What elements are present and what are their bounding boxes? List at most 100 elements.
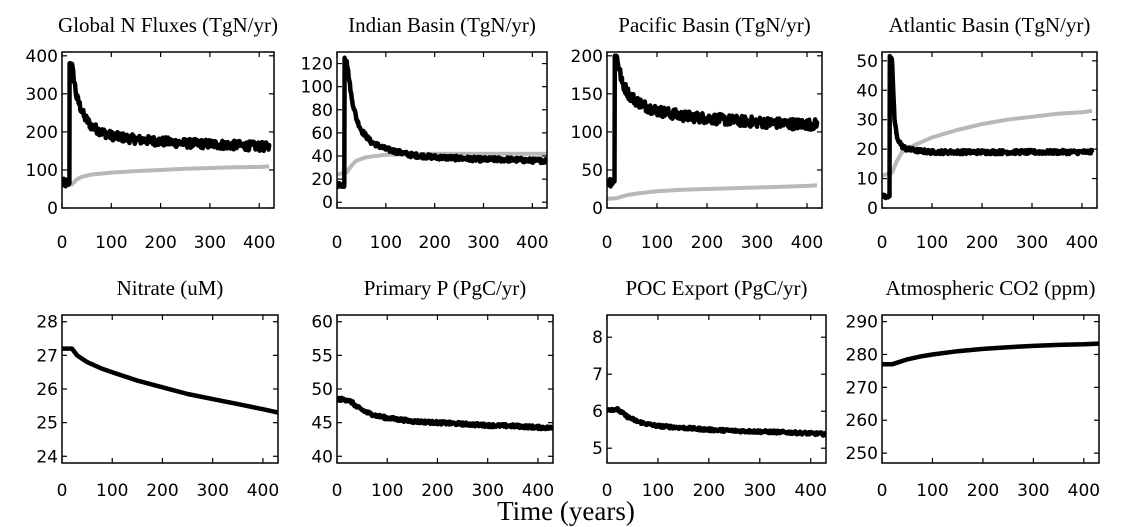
y-tick-label: 20 (856, 140, 878, 160)
plot-frame (336, 314, 554, 464)
x-tick-label: 0 (602, 233, 613, 253)
panel-7: POC Export (PgC/yr) 0 100 200 300 400 5 6 7 8 (592, 276, 827, 501)
panel-title: Pacific Basin (TgN/yr) (618, 13, 810, 37)
x-tick-label: 400 (1068, 481, 1100, 501)
plot-frame (336, 51, 548, 209)
y-tick-label: 6 (592, 402, 603, 422)
x-tick-label: 400 (791, 233, 823, 253)
x-tick-label: 100 (370, 233, 402, 253)
panel-title: Nitrate (uM) (117, 276, 224, 300)
y-tick-label: 250 (846, 444, 878, 464)
panel-3: Pacific Basin (TgN/yr) 0 100 200 300 400 0 50 10… (571, 13, 824, 253)
panel-5: Nitrate (uM) 0 100 200 300 400 24 25 26 27 28 (36, 276, 279, 501)
x-tick-label: 200 (146, 481, 178, 501)
x-tick-label: 200 (144, 233, 176, 253)
y-tick-label: 24 (36, 447, 58, 467)
x-tick-label: 300 (467, 233, 499, 253)
y-tick-label: 26 (36, 380, 58, 400)
y-tick-label: 0 (322, 193, 333, 213)
y-tick-label: 60 (311, 124, 333, 144)
x-tick-label: 0 (332, 481, 343, 501)
panel-title: Indian Basin (TgN/yr) (348, 13, 536, 37)
x-tick-label: 300 (194, 233, 226, 253)
y-tick-label: 25 (36, 414, 58, 434)
series-line-grey (882, 108, 1093, 178)
x-tick-label: 400 (522, 481, 554, 501)
series-line-black (607, 405, 826, 438)
panel-title: Primary P (PgC/yr) (364, 276, 527, 300)
y-tick-label: 45 (311, 414, 333, 434)
panel-6: Primary P (PgC/yr) 0 100 200 300 400 40 45 50 55 6… (311, 276, 554, 501)
x-tick-label: 300 (744, 481, 776, 501)
panel-2: Indian Basin (TgN/yr) 0 100 200 300 400 0 20 40 6… (301, 13, 549, 253)
y-tick-label: 50 (311, 380, 333, 400)
panel-4: Atlantic Basin (TgN/yr) 0 100 200 300 400 0 10 2… (856, 13, 1098, 253)
y-tick-label: 100 (301, 78, 333, 98)
y-tick-label: 50 (581, 161, 603, 181)
plot-frame (606, 51, 823, 209)
y-tick-label: 300 (26, 85, 58, 105)
x-tick-label: 200 (693, 481, 725, 501)
series-line-black (337, 395, 553, 432)
panel-1: Global N Fluxes (TgN/yr) 0 100 200 300 400 0 10… (26, 13, 278, 253)
plot-frame (606, 314, 827, 464)
y-tick-label: 200 (26, 123, 58, 143)
y-tick-label: 55 (311, 346, 333, 366)
y-tick-label: 7 (592, 365, 603, 385)
y-tick-label: 200 (571, 47, 603, 67)
y-tick-label: 400 (26, 47, 58, 67)
series-line-grey (607, 183, 818, 201)
plot-frame (881, 51, 1098, 209)
series-line-black (882, 341, 1099, 367)
y-tick-label: 100 (571, 123, 603, 143)
plot-frame (61, 51, 275, 209)
y-tick-label: 80 (311, 101, 333, 121)
x-tick-label: 300 (196, 481, 228, 501)
x-tick-label: 0 (57, 233, 68, 253)
panel-title: Atmospheric CO2 (ppm) (886, 276, 1096, 300)
y-tick-label: 60 (311, 313, 333, 333)
series-line-black (337, 55, 547, 190)
x-tick-label: 200 (421, 481, 453, 501)
x-tick-label: 200 (967, 481, 999, 501)
x-tick-label: 200 (966, 233, 998, 253)
y-tick-label: 270 (846, 378, 878, 398)
x-tick-label: 400 (1066, 233, 1098, 253)
y-tick-label: 28 (36, 313, 58, 333)
x-tick-label: 100 (641, 233, 673, 253)
x-tick-label: 400 (243, 233, 275, 253)
panel-title: Global N Fluxes (TgN/yr) (58, 13, 278, 37)
x-tick-label: 100 (916, 481, 948, 501)
y-tick-label: 0 (47, 199, 58, 219)
x-tick-label: 100 (96, 481, 128, 501)
y-tick-label: 40 (856, 81, 878, 101)
series-line-black (607, 53, 820, 189)
y-tick-label: 8 (592, 328, 603, 348)
y-tick-label: 150 (571, 85, 603, 105)
x-tick-label: 400 (794, 481, 826, 501)
x-tick-label: 200 (418, 233, 450, 253)
plot-frame (881, 314, 1100, 464)
x-tick-label: 100 (642, 481, 674, 501)
panel-title: POC Export (PgC/yr) (625, 276, 807, 300)
series-line-black (62, 346, 278, 415)
x-tick-label: 300 (1017, 481, 1049, 501)
y-tick-label: 0 (867, 199, 878, 219)
x-tick-label: 100 (371, 481, 403, 501)
x-tick-label: 0 (877, 481, 888, 501)
y-tick-label: 5 (592, 439, 603, 459)
y-tick-label: 40 (311, 447, 333, 467)
y-tick-label: 40 (311, 147, 333, 167)
x-tick-label: 0 (877, 233, 888, 253)
y-tick-label: 120 (301, 55, 333, 75)
y-tick-label: 100 (26, 161, 58, 181)
x-tick-label: 300 (741, 233, 773, 253)
x-tick-label: 300 (471, 481, 503, 501)
x-tick-label: 200 (691, 233, 723, 253)
x-tick-label: 400 (247, 481, 279, 501)
series-line-grey (62, 164, 270, 188)
x-tick-label: 0 (332, 233, 343, 253)
y-tick-label: 260 (846, 411, 878, 431)
y-tick-label: 30 (856, 111, 878, 131)
y-tick-label: 0 (592, 199, 603, 219)
